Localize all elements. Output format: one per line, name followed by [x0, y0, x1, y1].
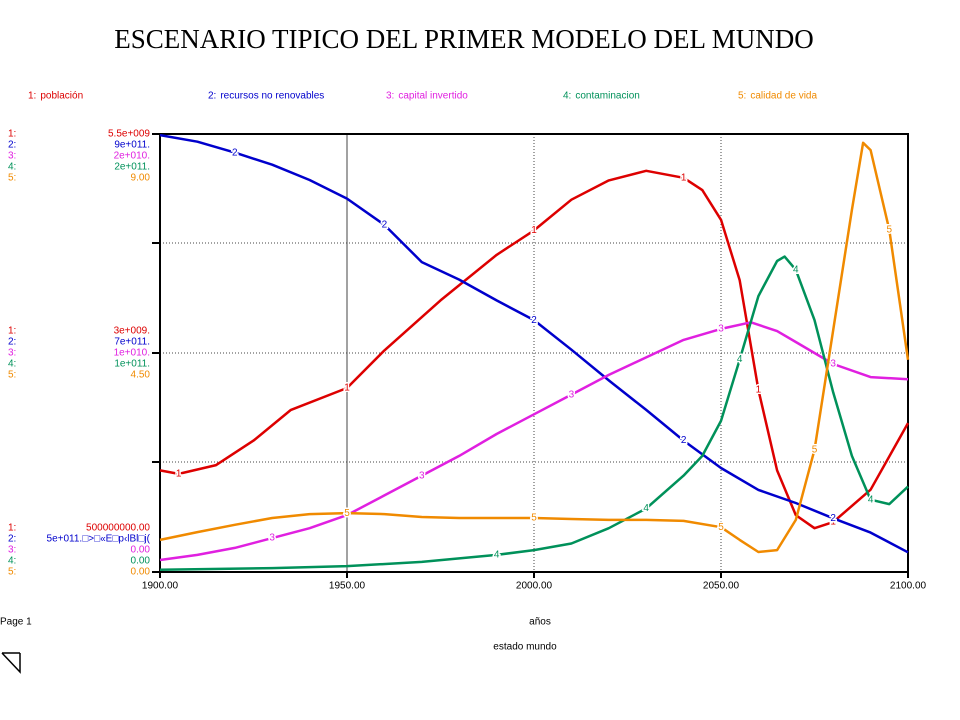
- series-line: [159, 133, 909, 554]
- x-tick-label: 1950.00: [329, 581, 366, 592]
- line-marker: 2: [232, 147, 238, 158]
- line-marker: 2: [681, 435, 687, 446]
- legend-key: 1:: [28, 91, 36, 102]
- y-tick-label: 7e+011.: [114, 337, 150, 348]
- line-marker: 3: [419, 470, 425, 481]
- y-tick-label: 3e+009.: [114, 326, 150, 337]
- series-line: [159, 255, 909, 572]
- y-axis-key: 2:: [8, 140, 16, 151]
- y-tick-label: 0.00: [131, 567, 151, 578]
- line-marker: 3: [269, 533, 275, 544]
- series-line: [159, 141, 910, 554]
- x-tick-label: 2100.00: [890, 581, 927, 592]
- corner-icon: [1, 652, 21, 674]
- y-tick-label: 1e+011.: [114, 359, 150, 370]
- y-axis-key: 3:: [8, 151, 16, 162]
- legend-key: 3:: [386, 91, 394, 102]
- line-marker: 5: [718, 522, 724, 533]
- legend-key: 4:: [563, 91, 571, 102]
- y-axis-key: 1:: [8, 326, 16, 337]
- x-tick-label: 2000.00: [516, 581, 553, 592]
- legend-label: capital invertido: [398, 91, 468, 102]
- line-marker: 3: [830, 359, 836, 370]
- legend-label: contaminacion: [575, 91, 639, 102]
- line-marker: 4: [868, 494, 874, 505]
- series-line: [159, 169, 910, 530]
- x-tick-label: 2050.00: [703, 581, 740, 592]
- x-tick-label: 1900.00: [142, 581, 179, 592]
- y-tick-label: 9e+011.: [114, 140, 150, 151]
- line-marker: 2: [382, 220, 388, 231]
- y-tick-label: 0.00: [131, 545, 151, 556]
- y-axis-key: 3:: [8, 348, 16, 359]
- line-marker: 5: [887, 225, 893, 236]
- y-axis-key: 4:: [8, 556, 16, 567]
- line-marker: 3: [569, 389, 575, 400]
- line-marker: 1: [531, 225, 537, 236]
- legend-label: población: [40, 91, 83, 102]
- legend-label: recursos no renovables: [220, 91, 324, 102]
- y-axis-key: 5:: [8, 173, 16, 184]
- line-marker: 1: [830, 517, 836, 528]
- line-marker: 1: [756, 384, 762, 395]
- line-marker: 3: [718, 324, 724, 335]
- y-axis-key: 4:: [8, 359, 16, 370]
- y-axis-key: 4:: [8, 162, 16, 173]
- line-marker: 4: [643, 503, 649, 514]
- line-marker: 4: [793, 264, 799, 275]
- y-tick-label: 2e+011.: [114, 162, 150, 173]
- line-marker: 4: [737, 354, 743, 365]
- y-tick-label: 5e+011.□>□«E□p‹lBl□j(: [47, 534, 151, 545]
- y-tick-label: 500000000.00: [86, 523, 150, 534]
- x-axis-label: años: [529, 617, 551, 628]
- line-marker: 1: [344, 383, 350, 394]
- y-tick-label: 9.00: [131, 173, 151, 184]
- y-axis-key: 5:: [8, 567, 16, 578]
- line-marker: 5: [812, 444, 818, 455]
- line-marker: 5: [531, 513, 537, 524]
- legend-label: calidad de vida: [750, 91, 817, 102]
- y-axis-key: 1:: [8, 523, 16, 534]
- y-tick-label: 1e+010.: [114, 348, 150, 359]
- line-marker: 2: [830, 513, 836, 524]
- legend-key: 5:: [738, 91, 746, 102]
- line-marker: 1: [176, 469, 182, 480]
- y-axis-key: 5:: [8, 370, 16, 381]
- series-line: [159, 321, 909, 562]
- y-axis-key: 2:: [8, 337, 16, 348]
- line-marker: 1: [681, 172, 687, 183]
- y-axis-key: 2:: [8, 534, 16, 545]
- y-tick-label: 0.00: [131, 556, 151, 567]
- legend-key: 2:: [208, 91, 216, 102]
- y-tick-label: 5.5e+009: [108, 129, 150, 140]
- y-axis-key: 1:: [8, 129, 16, 140]
- chart-title: ESCENARIO TIPICO DEL PRIMER MODELO DEL M…: [114, 24, 814, 54]
- page-label: Page 1: [0, 617, 32, 628]
- line-marker: 5: [344, 508, 350, 519]
- line-marker: 4: [494, 550, 500, 561]
- footer: estado mundo: [493, 642, 557, 653]
- line-marker: 2: [531, 315, 537, 326]
- y-tick-label: 2e+010.: [114, 151, 150, 162]
- y-axis-key: 3:: [8, 545, 16, 556]
- y-tick-label: 4.50: [131, 370, 151, 381]
